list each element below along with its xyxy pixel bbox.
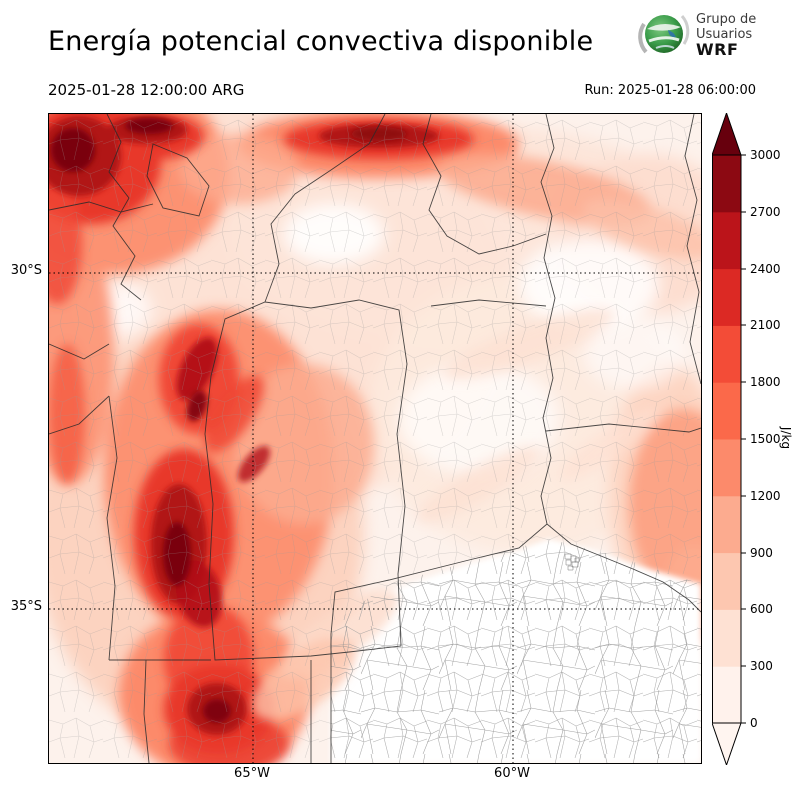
- map-canvas: [48, 113, 702, 764]
- lat-tick-30s: 30°S: [10, 263, 42, 278]
- urban-department-cluster: [564, 553, 580, 571]
- svg-text:0: 0: [750, 716, 758, 730]
- svg-text:1200: 1200: [750, 489, 781, 503]
- colorbar-tickmarks: [741, 154, 746, 724]
- logo-line2: Usuarios: [696, 26, 753, 42]
- logo-line3: WRF: [696, 39, 739, 59]
- svg-text:2100: 2100: [750, 318, 781, 332]
- lat-tick-35s: 35°S: [10, 599, 42, 614]
- colorbar: 3000 2700 2400 2100 1800 1500 1200 900 6…: [711, 111, 800, 769]
- globe-logo-icon: [638, 15, 690, 54]
- svg-text:2700: 2700: [750, 205, 781, 219]
- province-borders: [49, 114, 701, 763]
- lon-tick-60w: 60°W: [494, 766, 530, 781]
- svg-text:2400: 2400: [750, 262, 781, 276]
- svg-text:900: 900: [750, 546, 773, 560]
- colorbar-over-arrow: [711, 111, 742, 156]
- colorbar-under-arrow: [711, 722, 742, 767]
- svg-text:1500: 1500: [750, 432, 781, 446]
- logo-text: Grupo de Usuarios WRF: [696, 11, 757, 59]
- colorbar-tick-labels: 3000 2700 2400 2100 1800 1500 1200 900 6…: [750, 148, 781, 730]
- colorbar-unit-label: J/kg: [779, 426, 793, 450]
- svg-text:600: 600: [750, 602, 773, 616]
- svg-text:300: 300: [750, 659, 773, 673]
- svg-text:1800: 1800: [750, 375, 781, 389]
- lon-tick-65w: 65°W: [234, 766, 270, 781]
- valid-time-label: 2025-01-28 12:00:00 ARG: [48, 81, 245, 99]
- run-time-label: Run: 2025-01-28 06:00:00: [584, 83, 756, 98]
- page-title: Energía potencial convectiva disponible: [48, 26, 594, 57]
- logo-line1: Grupo de: [696, 11, 757, 27]
- gridlines: [49, 114, 701, 763]
- svg-text:3000: 3000: [750, 148, 781, 162]
- cape-map: [49, 114, 701, 763]
- wrf-logo: Grupo de Usuarios WRF: [638, 8, 756, 60]
- colorbar-segments: [712, 155, 741, 724]
